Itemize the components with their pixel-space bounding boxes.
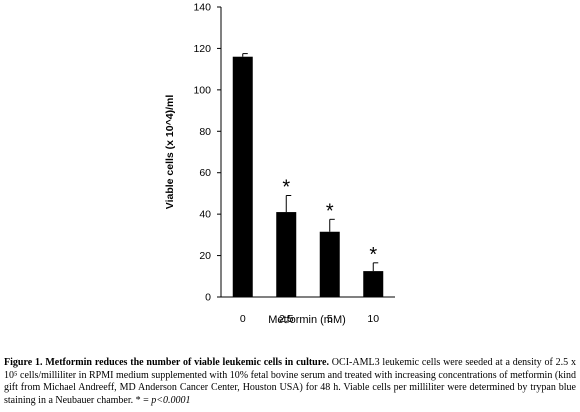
y-axis: 0 20 40 60 80 100 120 140: [193, 2, 222, 304]
y-axis-label: Viable cells (x 10^4)/ml: [164, 95, 176, 210]
bar: [232, 56, 253, 297]
caption-title: Figure 1. Metformin reduces the number o…: [4, 357, 329, 368]
y-tick-label: 100: [193, 84, 211, 96]
x-tick-label: 5: [327, 313, 333, 325]
y-tick-label: 0: [205, 292, 211, 304]
bar-chart: 0 20 40 60 80 100 120 140 0 2,5 * 5 * 10 * Viable cel…: [164, 2, 395, 326]
y-tick-label: 80: [199, 126, 211, 138]
significance-marker: *: [282, 177, 290, 199]
y-tick-label: 60: [199, 167, 211, 179]
x-tick-label: 2,5: [279, 313, 294, 325]
bar: [276, 212, 297, 297]
bar: [319, 231, 340, 297]
bars: 0 2,5 * 5 * 10 *: [232, 53, 384, 325]
x-tick-label: 0: [240, 313, 246, 325]
figure-caption: Figure 1. Metformin reduces the number o…: [4, 357, 576, 407]
y-tick-label: 120: [193, 43, 211, 55]
significance-marker: *: [369, 244, 377, 266]
bar: [363, 271, 384, 297]
y-tick-label: 20: [199, 250, 211, 262]
significance-marker: *: [326, 200, 334, 222]
x-tick-label: 10: [367, 313, 379, 325]
caption-significance: p<0.0001: [151, 394, 191, 406]
caption-body: OCI-AML3 leukemic cells were seeded at a…: [4, 357, 576, 406]
y-tick-label: 40: [199, 209, 211, 221]
y-tick-label: 140: [193, 2, 211, 14]
x-axis-label: Metformin (mM): [268, 314, 346, 326]
